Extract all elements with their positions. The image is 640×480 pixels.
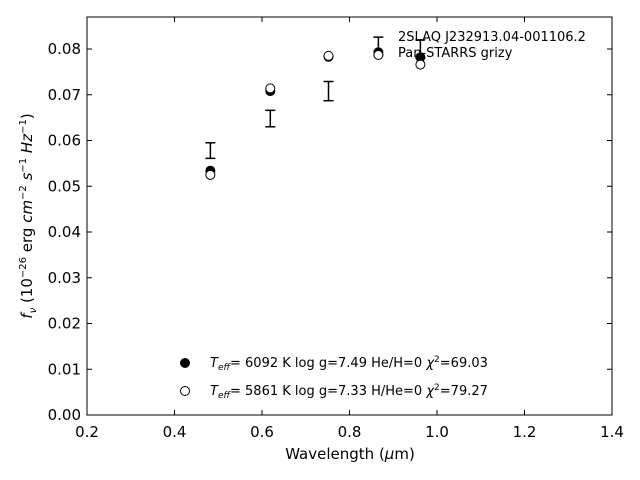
y-tick-label: 0.03 — [48, 269, 81, 287]
survey-name: Pan-STARRS grizy — [398, 46, 513, 61]
y-tick-label: 0.08 — [48, 40, 81, 58]
y-tick-label: 0.07 — [48, 86, 81, 104]
point-open — [205, 169, 216, 180]
x-tick-label: 0.4 — [163, 423, 187, 441]
legend-marker-open — [180, 386, 190, 396]
x-tick-label: 0.6 — [250, 423, 274, 441]
x-tick-label: 0.2 — [75, 423, 99, 441]
observed-error-bars — [205, 36, 426, 160]
y-tick-label: 0.01 — [48, 360, 81, 378]
error-bar — [265, 109, 276, 128]
x-tick-label: 0.8 — [338, 423, 362, 441]
legend: Teff= 6092 K log g=7.49 He/H=0 χ2=69.03 … — [180, 355, 488, 401]
x-axis-label: Wavelength (μm) — [285, 445, 415, 463]
x-axis: 0.2 0.4 0.6 0.8 1.0 1.2 1.4 — [75, 17, 624, 441]
legend-marker-filled — [180, 358, 190, 368]
y-tick-label: 0.00 — [48, 406, 81, 424]
y-tick-label: 0.06 — [48, 132, 81, 150]
x-tick-label: 1.2 — [513, 423, 537, 441]
y-tick-label: 0.04 — [48, 223, 81, 241]
x-tick-label: 1.0 — [425, 423, 449, 441]
point-open — [323, 50, 334, 61]
x-tick-label: 1.4 — [600, 423, 624, 441]
error-bar — [323, 80, 334, 102]
point-open — [373, 49, 384, 60]
y-axis-label: fν (10−26 erg cm−2 s−1 Hz−1) — [18, 113, 39, 318]
legend-entry-2: Teff= 5861 K log g=7.33 H/He=0 χ2=79.27 — [210, 383, 488, 401]
object-name: 2SLAQ J232913.04-001106.2 — [398, 30, 586, 45]
error-bar — [205, 142, 216, 160]
model-points — [205, 47, 426, 180]
legend-entry-1: Teff= 6092 K log g=7.49 He/H=0 χ2=69.03 — [210, 355, 488, 373]
y-tick-label: 0.05 — [48, 177, 81, 195]
y-axis: 0.00 0.01 0.02 0.03 0.04 0.05 0.06 0.07 0.08 — [48, 40, 612, 424]
point-open — [415, 59, 426, 70]
point-open — [265, 83, 276, 94]
y-tick-label: 0.02 — [48, 315, 81, 333]
